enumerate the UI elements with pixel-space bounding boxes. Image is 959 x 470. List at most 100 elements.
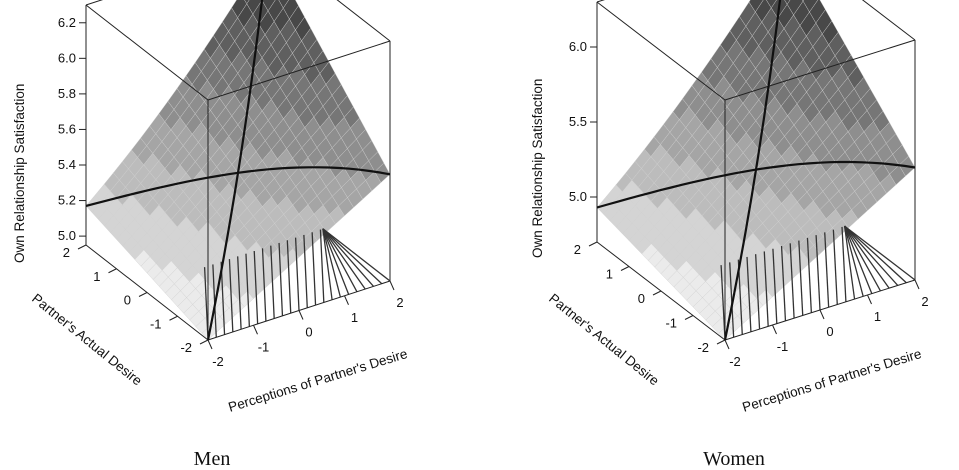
women-x-tick-label: -2: [729, 354, 741, 369]
men-x-tick-label: 2: [396, 295, 403, 310]
men-x-tick-mark: [253, 325, 258, 335]
women-floor-line: [780, 245, 787, 321]
men-line-of-incongruence: [85, 166, 391, 207]
women-floor-line: [772, 248, 778, 324]
men-panel: -2 -1 0 1 2 -2 -1 0 1 2 5.0 5.2 5.4 5.6 5.8 6.0 6.2 Ow…: [12, 0, 409, 470]
men-floor-line: [322, 228, 341, 298]
men-floor-line: [319, 229, 325, 303]
women-floor-contours: [720, 225, 916, 341]
men-floor-line: [286, 240, 292, 314]
men-floor-line: [322, 228, 391, 282]
women-caption: Women: [703, 448, 765, 470]
women-floor-line: [798, 240, 804, 316]
women-y-tick-label: 2: [574, 242, 581, 257]
men-z-axis-title: Own Relationship Satisfaction: [12, 84, 27, 263]
men-surface-lines: [85, 0, 391, 341]
women-x-tick-label: -1: [777, 339, 789, 354]
men-x-axis-title: Perceptions of Partner's Desire: [226, 346, 409, 415]
women-floor-line: [844, 225, 907, 284]
women-floor-line: [746, 256, 752, 332]
women-floor-line: [844, 225, 882, 292]
women-x-tick-mark: [819, 309, 825, 320]
men-z-tick-label: 5.4: [58, 157, 76, 172]
men-floor-line: [294, 237, 300, 311]
men-surface-facet: [278, 0, 289, 9]
men-box-edge: [207, 40, 391, 101]
men-y-tick-label: -1: [150, 316, 162, 331]
men-floor-line: [270, 245, 275, 319]
women-floor-line: [832, 229, 838, 305]
men-floor-line: [303, 234, 308, 308]
women-x-tick-mark: [914, 279, 920, 290]
men-x-tick-mark: [344, 295, 349, 305]
women-floor-line: [843, 225, 864, 297]
men-floor-line: [203, 267, 209, 341]
women-floor-line: [815, 235, 821, 311]
women-surface-facet: [766, 0, 777, 9]
women-y-tick-label: 0: [638, 291, 645, 306]
men-y-tick-mark: [108, 268, 117, 274]
women-z-tick-label: 5.5: [569, 114, 587, 129]
women-y-tick-label: 1: [606, 267, 613, 282]
men-floor-line: [261, 248, 267, 322]
men-caption: Men: [194, 448, 231, 470]
men-y-tick-mark: [169, 315, 178, 321]
men-y-tick-mark: [199, 339, 209, 345]
women-y-tick-mark: [684, 315, 694, 320]
men-y-ticks: -2 -1 0 1 2: [63, 244, 209, 355]
men-x-tick-label: -2: [212, 354, 224, 369]
men-y-tick-label: 2: [63, 245, 70, 260]
women-line-of-incongruence: [596, 160, 916, 209]
women-z-tick-label: 5.0: [569, 189, 587, 204]
men-z-tick-label: 6.0: [58, 50, 76, 65]
women-z-tick-label: 6.0: [569, 39, 587, 54]
women-y-tick-label: -1: [665, 316, 677, 331]
women-surface-lines: [596, 0, 916, 341]
men-floor-line: [311, 232, 317, 306]
men-floor-line: [228, 259, 234, 332]
men-floor-line: [322, 228, 358, 293]
men-floor-line: [278, 242, 284, 316]
men-z-tick-label: 5.8: [58, 86, 76, 101]
women-floor-line: [754, 254, 761, 330]
men-box-edge: [85, 4, 209, 101]
women-floor-line: [844, 225, 916, 281]
women-floor-line: [844, 225, 899, 286]
women-x-ticks: -2 -1 0 1 2: [724, 279, 929, 369]
men-floor-line: [322, 228, 374, 287]
men-box-edge: [336, 0, 391, 42]
women-y-tick-mark: [652, 290, 662, 296]
women-x-tick-label: 0: [826, 324, 833, 339]
men-floor-line: [322, 228, 333, 300]
men-y-tick-label: -2: [180, 340, 192, 355]
women-floor-line: [844, 225, 890, 289]
women-x-tick-mark: [724, 339, 730, 350]
men-floor-line: [322, 228, 350, 295]
women-floor-line: [789, 243, 795, 319]
women-y-tick-mark: [620, 266, 630, 271]
women-floor-line: [763, 251, 769, 327]
women-floor-line: [841, 226, 847, 302]
women-x-tick-mark: [867, 294, 872, 305]
women-x-axis-title: Perceptions of Partner's Desire: [740, 346, 923, 415]
men-x-tick-label: 0: [305, 325, 312, 340]
men-z-tick-label: 6.2: [58, 15, 76, 30]
women-x-tick-label: 1: [874, 309, 881, 324]
men-floor-line: [322, 228, 366, 290]
women-surface-facet: [784, 0, 791, 5]
men-x-tick-mark: [389, 280, 395, 291]
men-floor-contours: [203, 228, 391, 341]
women-floor-line: [806, 237, 813, 313]
men-y-tick-mark: [77, 244, 87, 250]
women-z-ticks: 5.0 5.5 6.0: [569, 39, 597, 204]
women-floor-line: [843, 226, 856, 300]
women-y-tick-label: -2: [697, 340, 709, 355]
women-z-axis-title: Own Relationship Satisfaction: [530, 79, 545, 258]
men-floor-line: [253, 250, 259, 324]
men-y-tick-label: 1: [93, 269, 100, 284]
men-floor-line: [237, 256, 242, 330]
men-z-ticks: 5.0 5.2 5.4 5.6 5.8 6.0 6.2: [58, 15, 86, 243]
women-x-tick-label: 2: [921, 294, 928, 309]
men-y-tick-mark: [138, 292, 148, 297]
